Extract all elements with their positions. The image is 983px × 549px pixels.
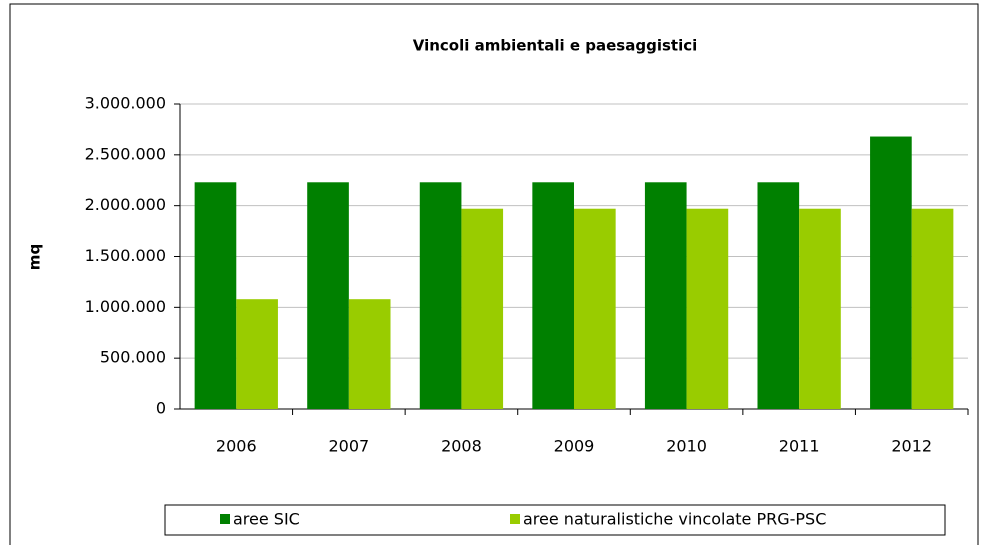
x-tick-label: 2008 xyxy=(441,437,482,456)
x-tick-label: 2007 xyxy=(328,437,369,456)
legend-label: aree SIC xyxy=(233,510,300,529)
chart-title: Vincoli ambientali e paesaggistici xyxy=(413,37,698,55)
bar xyxy=(757,182,800,409)
bar xyxy=(911,208,954,409)
y-tick-label: 1.000.000 xyxy=(85,297,166,316)
bar xyxy=(348,299,391,409)
bar xyxy=(870,136,912,410)
x-tick-label: 2009 xyxy=(554,437,595,456)
bar xyxy=(799,208,841,409)
bar xyxy=(686,208,729,409)
y-tick-label: 1.500.000 xyxy=(85,246,166,265)
y-tick-label: 3.000.000 xyxy=(85,94,166,113)
legend-label: aree naturalistiche vincolate PRG-PSC xyxy=(523,510,826,529)
y-tick-label: 2.500.000 xyxy=(85,144,166,163)
bar xyxy=(236,299,278,409)
y-tick-label: 2.000.000 xyxy=(85,195,166,214)
x-tick-label: 2010 xyxy=(666,437,707,456)
bar xyxy=(574,208,616,409)
bar xyxy=(307,182,349,409)
bar xyxy=(644,182,687,409)
bar xyxy=(532,182,574,409)
x-tick-label: 2011 xyxy=(779,437,820,456)
x-tick-label: 2006 xyxy=(216,437,257,456)
legend-swatch xyxy=(510,514,520,524)
bar xyxy=(419,182,462,409)
y-axis-label: mq xyxy=(26,244,44,270)
bar xyxy=(194,182,237,409)
bar xyxy=(461,208,504,409)
x-tick-label: 2012 xyxy=(891,437,932,456)
y-tick-label: 500.000 xyxy=(100,348,166,367)
legend-swatch xyxy=(220,514,230,524)
legend-box xyxy=(164,504,946,536)
y-tick-label: 0 xyxy=(156,399,166,418)
